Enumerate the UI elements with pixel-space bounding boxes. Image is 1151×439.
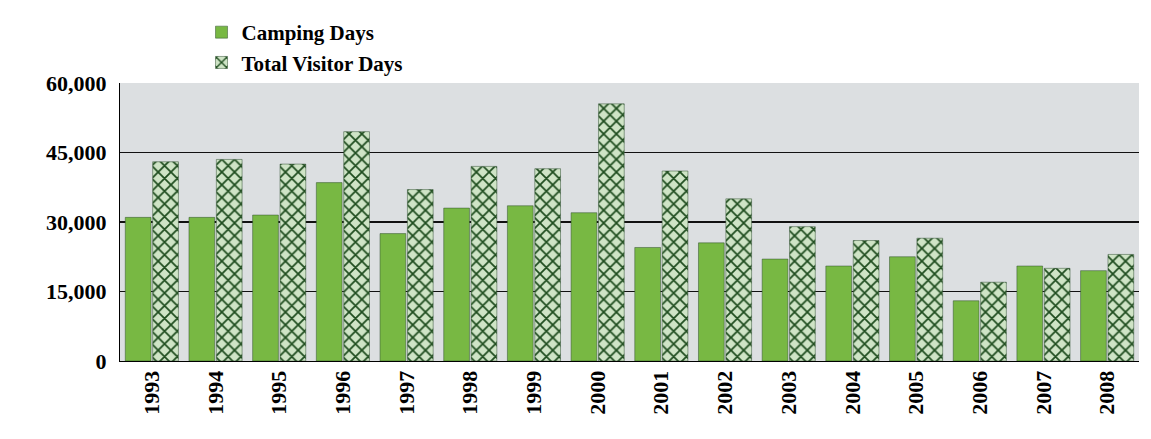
svg-text:0: 0 xyxy=(96,349,107,374)
svg-text:1996: 1996 xyxy=(330,371,355,415)
svg-text:2004: 2004 xyxy=(840,371,865,415)
svg-text:1994: 1994 xyxy=(203,371,228,415)
svg-text:Camping Days: Camping Days xyxy=(242,21,374,45)
svg-text:45,000: 45,000 xyxy=(46,140,107,165)
svg-text:60,000: 60,000 xyxy=(46,71,107,96)
svg-text:2006: 2006 xyxy=(967,371,992,415)
svg-text:2005: 2005 xyxy=(903,371,928,415)
svg-text:2008: 2008 xyxy=(1094,371,1119,415)
svg-text:30,000: 30,000 xyxy=(46,210,107,235)
svg-text:1997: 1997 xyxy=(394,371,419,415)
svg-text:Total Visitor Days: Total Visitor Days xyxy=(242,52,403,76)
svg-text:1993: 1993 xyxy=(139,371,164,415)
svg-text:15,000: 15,000 xyxy=(46,279,107,304)
svg-text:2003: 2003 xyxy=(776,371,801,415)
svg-text:2007: 2007 xyxy=(1031,371,1056,415)
svg-text:2002: 2002 xyxy=(712,371,737,415)
svg-text:2001: 2001 xyxy=(648,371,673,415)
svg-text:1999: 1999 xyxy=(521,371,546,415)
svg-text:1995: 1995 xyxy=(266,371,291,415)
svg-text:2000: 2000 xyxy=(585,371,610,415)
svg-text:1998: 1998 xyxy=(457,371,482,415)
